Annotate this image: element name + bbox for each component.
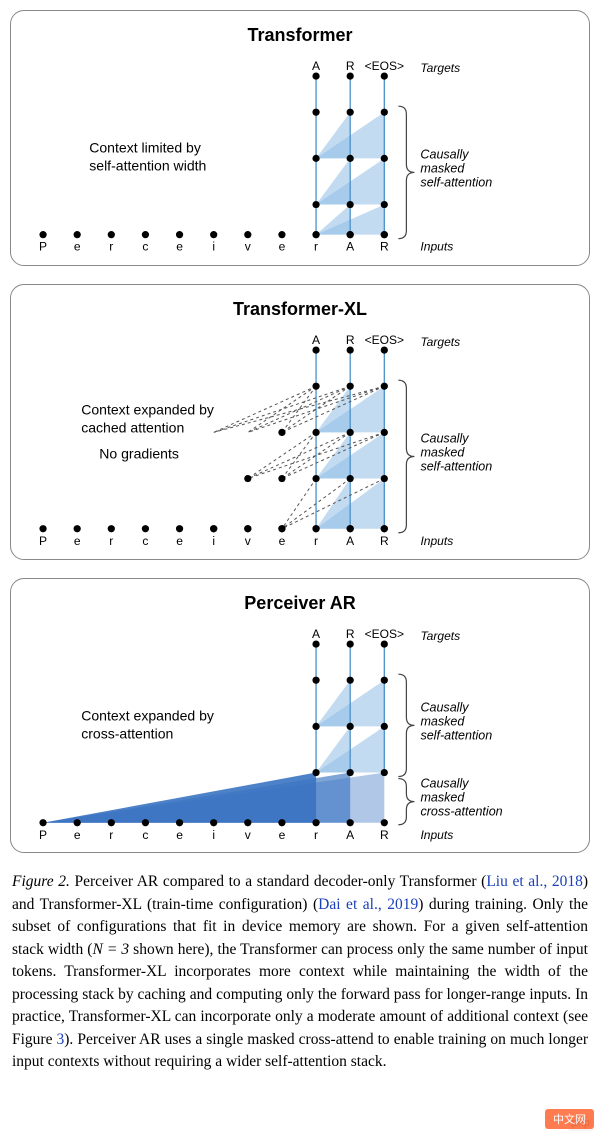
svg-text:self-attention width: self-attention width <box>89 157 206 173</box>
svg-text:Context expanded by: Context expanded by <box>81 401 214 417</box>
svg-text:e: e <box>176 240 183 254</box>
svg-text:c: c <box>142 534 148 548</box>
svg-text:r: r <box>314 240 318 254</box>
svg-text:e: e <box>74 240 81 254</box>
caption-t8: ). Perceiver AR uses a single masked cro… <box>12 1031 588 1070</box>
svg-text:R: R <box>380 827 389 841</box>
svg-text:R: R <box>380 534 389 548</box>
svg-text:Inputs: Inputs <box>420 240 453 254</box>
svg-text:Causally: Causally <box>420 431 469 445</box>
svg-text:v: v <box>245 240 251 254</box>
svg-text:cached attention: cached attention <box>81 419 184 435</box>
diagram-transformer: Pe r c e i v e r A R A R <EOS> Targets Inputs Context l… <box>29 54 571 255</box>
svg-text:e: e <box>74 534 81 548</box>
svg-text:e: e <box>176 827 183 841</box>
svg-text:self-attention: self-attention <box>420 728 492 742</box>
svg-text:A: A <box>346 827 354 841</box>
svg-text:A: A <box>312 333 320 347</box>
svg-text:<EOS>: <EOS> <box>365 627 404 641</box>
svg-text:cross-attention: cross-attention <box>81 725 173 741</box>
svg-text:Causally: Causally <box>420 147 469 161</box>
panel-perceiver-ar: Perceiver AR Pe r c e i v e r A R A R <EOS> Targets In… <box>10 578 590 854</box>
svg-text:v: v <box>245 534 251 548</box>
cite-dai-2019: Dai et al., 2019 <box>318 896 418 913</box>
panel-title: Transformer-XL <box>29 299 571 320</box>
svg-text:Context expanded by: Context expanded by <box>81 707 214 723</box>
panel-title: Perceiver AR <box>29 593 571 614</box>
svg-text:e: e <box>74 827 81 841</box>
svg-text:masked: masked <box>420 790 465 804</box>
panel-title: Transformer <box>29 25 571 46</box>
svg-text:<EOS>: <EOS> <box>365 59 404 73</box>
svg-text:P: P <box>39 240 47 254</box>
svg-text:Causally: Causally <box>420 700 469 714</box>
svg-text:masked: masked <box>420 445 465 459</box>
svg-text:r: r <box>314 534 318 548</box>
svg-text:r: r <box>109 240 113 254</box>
panel-transformer-xl: Transformer-XL Pe r c e i v e r A R A R <EOS> Targets… <box>10 284 590 560</box>
figure-caption: Figure 2. Perceiver AR compared to a sta… <box>10 871 590 1073</box>
svg-text:v: v <box>245 827 251 841</box>
svg-text:A: A <box>346 240 354 254</box>
svg-text:R: R <box>346 333 355 347</box>
svg-text:r: r <box>109 534 113 548</box>
svg-text:R: R <box>380 240 389 254</box>
svg-text:<EOS>: <EOS> <box>365 333 404 347</box>
svg-text:c: c <box>142 827 148 841</box>
cite-liu-2018: Liu et al., 2018 <box>486 873 582 890</box>
caption-math: N = 3 <box>92 941 129 958</box>
svg-text:No gradients: No gradients <box>99 445 179 461</box>
svg-text:c: c <box>142 240 148 254</box>
watermark-text: 中文网 <box>545 1109 594 1129</box>
panel-transformer: Transformer Pe r c e i v e r A R A R <EOS> Targets Inp… <box>10 10 590 266</box>
caption-t0: Perceiver AR compared to a standard deco… <box>70 873 486 890</box>
svg-text:Causally: Causally <box>420 776 469 790</box>
svg-text:self-attention: self-attention <box>420 459 492 473</box>
svg-text:Inputs: Inputs <box>420 534 453 548</box>
svg-text:e: e <box>279 827 286 841</box>
svg-text:A: A <box>312 627 320 641</box>
svg-text:masked: masked <box>420 714 465 728</box>
svg-text:e: e <box>176 534 183 548</box>
diagram-transformer-xl: Pe r c e i v e r A R A R <EOS> Targets Inputs Context e… <box>29 328 571 549</box>
svg-text:r: r <box>109 827 113 841</box>
caption-prefix: Figure 2. <box>12 873 70 890</box>
svg-text:Targets: Targets <box>420 629 460 643</box>
svg-text:masked: masked <box>420 161 465 175</box>
svg-text:R: R <box>346 59 355 73</box>
svg-text:i: i <box>212 240 215 254</box>
svg-text:self-attention: self-attention <box>420 175 492 189</box>
svg-text:Targets: Targets <box>420 61 460 75</box>
svg-text:P: P <box>39 534 47 548</box>
diagram-perceiver-ar: Pe r c e i v e r A R A R <EOS> Targets Inputs Context e… <box>29 622 571 843</box>
svg-text:cross-attention: cross-attention <box>420 804 502 818</box>
svg-text:Targets: Targets <box>420 335 460 349</box>
svg-text:A: A <box>346 534 354 548</box>
svg-text:Context limited by: Context limited by <box>89 139 201 155</box>
svg-text:i: i <box>212 534 215 548</box>
svg-text:i: i <box>212 827 215 841</box>
svg-text:Inputs: Inputs <box>420 827 453 841</box>
svg-text:r: r <box>314 827 318 841</box>
svg-text:e: e <box>279 534 286 548</box>
watermark: php中文网 <box>568 1113 594 1131</box>
svg-text:R: R <box>346 627 355 641</box>
svg-text:A: A <box>312 59 320 73</box>
svg-text:P: P <box>39 827 47 841</box>
svg-text:e: e <box>279 240 286 254</box>
